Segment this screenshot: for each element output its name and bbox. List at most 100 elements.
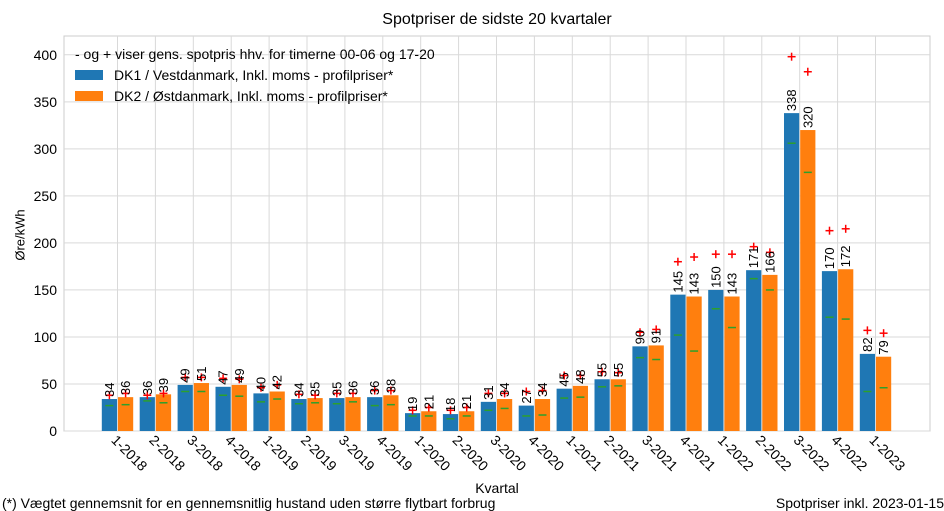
bar [480, 401, 496, 431]
bar-value-label: 36 [140, 381, 155, 395]
bar-value-label: 150 [708, 266, 723, 288]
bar-value-label: 338 [784, 89, 799, 111]
bar [632, 346, 648, 431]
legend-label: DK2 / Østdanmark, Inkl. moms - profilpri… [114, 88, 388, 104]
x-tick-label: 1-2022 [715, 432, 757, 474]
x-tick-label: 2-2019 [298, 432, 340, 474]
bar [367, 397, 383, 431]
bar [610, 379, 626, 431]
bar-value-label: 49 [232, 368, 247, 382]
bar-value-label: 19 [405, 397, 420, 411]
bar [345, 397, 361, 431]
x-tick-label: 2-2020 [449, 432, 491, 474]
bar-value-label: 21 [421, 395, 436, 409]
bar-value-label: 91 [649, 329, 664, 343]
bar [724, 296, 740, 431]
y-tick-label: 200 [34, 235, 58, 251]
bar [838, 269, 854, 431]
x-tick-label: 3-2019 [336, 432, 378, 474]
x-tick-label: 3-2018 [184, 432, 226, 474]
bar [253, 393, 269, 431]
bar-value-label: 42 [270, 375, 285, 389]
y-tick-label: 0 [49, 423, 57, 439]
bar-value-label: 34 [535, 383, 550, 397]
bar [269, 391, 285, 431]
bar-value-label: 170 [822, 247, 837, 269]
y-tick-label: 400 [34, 47, 58, 63]
bar-value-label: 143 [687, 273, 702, 295]
bar-value-label: 166 [762, 251, 777, 273]
bar [118, 397, 134, 431]
bar-value-label: 90 [633, 330, 648, 344]
bar [442, 414, 459, 431]
bar [421, 411, 437, 431]
bar-value-label: 172 [838, 246, 853, 268]
bar [307, 398, 323, 431]
bar-value-label: 35 [308, 382, 323, 396]
x-tick-label: 3-2020 [487, 432, 529, 474]
bar [101, 399, 117, 431]
x-tick-label: 1-2018 [108, 432, 150, 474]
footnote-left: (*) Vægtet gennemsnit for en gennemsnitl… [2, 495, 496, 511]
bar-value-label: 35 [329, 382, 344, 396]
bar-value-label: 49 [178, 368, 193, 382]
bar [231, 384, 247, 431]
bar-value-label: 145 [670, 271, 685, 293]
bar [594, 379, 610, 431]
x-tick-label: 4-2020 [525, 432, 567, 474]
bar-value-label: 51 [194, 367, 209, 381]
bar [708, 289, 724, 431]
bar [821, 271, 838, 431]
bar-value-label: 55 [611, 363, 626, 377]
bar [383, 395, 399, 431]
bar [746, 270, 762, 431]
bar [177, 384, 193, 431]
bar-value-label: 48 [573, 369, 588, 383]
x-axis-label: Kvartal [475, 480, 519, 496]
bar-value-label: 31 [481, 385, 496, 399]
bar-value-label: 320 [800, 106, 815, 128]
bar [556, 388, 572, 431]
bar [800, 130, 816, 432]
x-tick-label: 3-2022 [791, 432, 833, 474]
bar-value-label: 34 [291, 383, 306, 397]
legend-swatch [75, 91, 103, 101]
bar-value-label: 21 [459, 395, 474, 409]
x-tick-label: 4-2021 [677, 432, 719, 474]
x-tick-label: 3-2021 [639, 432, 681, 474]
bar-value-label: 18 [443, 398, 458, 412]
bar [497, 399, 513, 431]
legend-swatch [75, 70, 103, 80]
legend-label: DK1 / Vestdanmark, Inkl. moms - profilpr… [114, 67, 394, 83]
x-tick-label: 2-2021 [601, 432, 643, 474]
bar [291, 399, 307, 431]
x-tick-label: 4-2019 [374, 432, 416, 474]
bar [215, 386, 231, 431]
bar-value-label: 38 [383, 379, 398, 393]
bar [859, 353, 875, 431]
y-tick-label: 100 [34, 329, 58, 345]
bar-value-label: 45 [557, 372, 572, 386]
bar-value-label: 40 [254, 377, 269, 391]
bar-value-label: 55 [595, 363, 610, 377]
bar-value-label: 171 [746, 246, 761, 268]
x-tick-label: 1-2021 [563, 432, 605, 474]
y-tick-label: 300 [34, 141, 58, 157]
x-tick-label: 1-2020 [412, 432, 454, 474]
bar [155, 394, 172, 431]
bar-value-label: 79 [876, 340, 891, 354]
bar [762, 274, 778, 431]
bar [784, 113, 800, 431]
chart-title: Spotpriser de sidste 20 kvartaler [382, 11, 612, 28]
x-tick-label: 2-2018 [146, 432, 188, 474]
x-tick-label: 1-2023 [866, 432, 908, 474]
bar [686, 296, 702, 431]
bar-value-label: 27 [519, 389, 534, 403]
bar [139, 397, 155, 431]
y-tick-label: 50 [41, 376, 57, 392]
bar-value-label: 34 [102, 383, 117, 397]
y-tick-label: 250 [34, 188, 58, 204]
y-tick-label: 350 [34, 94, 58, 110]
